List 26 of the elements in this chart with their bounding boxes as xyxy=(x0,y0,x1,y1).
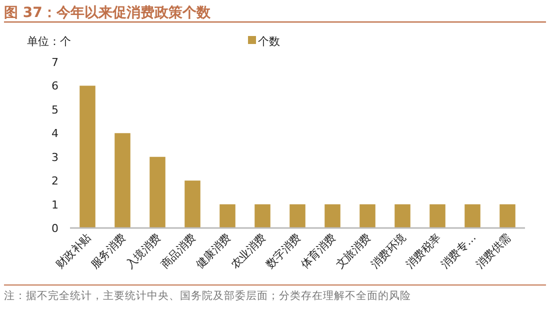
bar xyxy=(430,204,446,228)
bar xyxy=(464,204,480,228)
bar xyxy=(360,204,376,228)
text: 注：据不完全统计，主要统计中央、国务院及部委层面；分类存在理解不全面的风险 xyxy=(4,289,411,302)
y-tick-label: 7 xyxy=(52,56,58,69)
x-tick-label: 消费供需 xyxy=(473,230,514,272)
y-tick-label: 5 xyxy=(52,103,58,116)
bar xyxy=(254,204,270,228)
bar xyxy=(394,204,410,228)
bar xyxy=(80,86,96,228)
bar xyxy=(290,204,306,228)
bar xyxy=(150,156,166,228)
y-tick-label: 2 xyxy=(52,174,58,188)
y-tick-label: 4 xyxy=(52,127,58,140)
y-tick-label: 1 xyxy=(52,198,58,212)
bar xyxy=(184,180,200,228)
legend-label: 个数 xyxy=(258,35,280,48)
chart-title: 图 37：今年以来促消费政策个数 xyxy=(4,5,212,21)
bar xyxy=(324,204,340,228)
bar xyxy=(500,204,516,228)
y-tick-label: 3 xyxy=(52,150,58,164)
bar xyxy=(220,204,236,228)
y-axis-title: 单位：个 xyxy=(27,35,71,48)
y-tick-label: 0 xyxy=(52,222,58,235)
y-tick-label: 6 xyxy=(52,80,58,93)
bar xyxy=(114,133,130,228)
